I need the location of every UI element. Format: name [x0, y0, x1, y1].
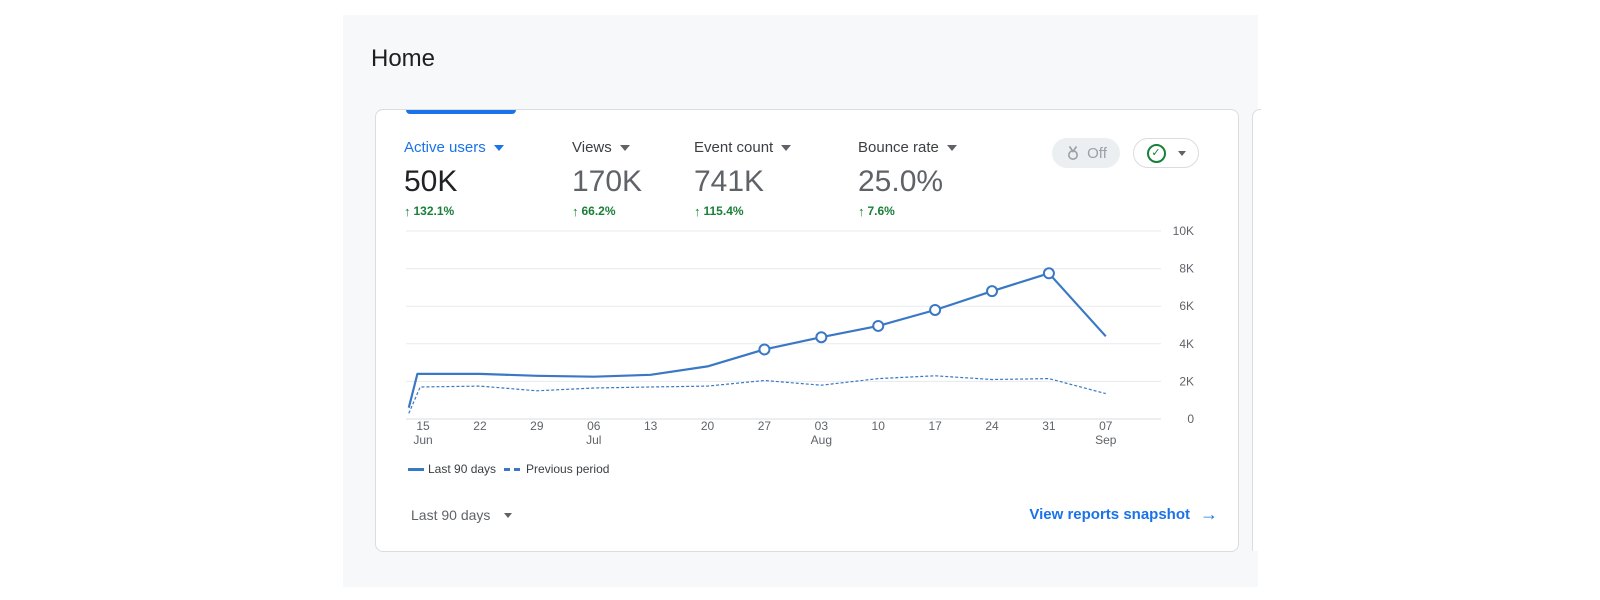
- caret-down-icon: [1177, 150, 1186, 156]
- legend-dashed-swatch: [504, 467, 523, 471]
- next-card-edge: [1252, 109, 1261, 551]
- legend-item-current: Last 90 days: [408, 462, 496, 476]
- y-tick-label: 10K: [1173, 224, 1194, 238]
- metric-value: 741K: [694, 165, 765, 198]
- x-tick-label: 13: [644, 419, 658, 433]
- metric-label[interactable]: Views: [572, 138, 642, 156]
- legend-label-previous: Previous period: [526, 462, 610, 476]
- x-tick-label: 17: [928, 419, 942, 433]
- data-point: [986, 285, 999, 298]
- metric-label[interactable]: Active users: [404, 138, 504, 156]
- view-link-label: View reports snapshot: [1029, 505, 1190, 523]
- data-point: [758, 343, 771, 356]
- data-point: [1042, 267, 1055, 280]
- y-tick-label: 8K: [1179, 262, 1194, 276]
- metric-change-text: 66.2%: [581, 204, 616, 218]
- arrow-up-icon: ↑: [404, 203, 411, 219]
- x-tick-label: 29: [530, 419, 544, 433]
- metric-label-text: Event count: [694, 138, 774, 156]
- arrow-up-icon: ↑: [572, 203, 579, 219]
- metric-event-count[interactable]: Event count 741K ↑ 115.4%: [694, 138, 792, 218]
- x-tick-label: 24: [985, 419, 999, 433]
- caret-down-icon: [946, 145, 957, 151]
- metric-active-users[interactable]: Active users 50K ↑ 132.1%: [404, 138, 504, 218]
- arrow-right-icon: →: [1200, 504, 1218, 524]
- x-tick-sublabel: Jul: [586, 433, 601, 447]
- metric-change-text: 132.1%: [413, 204, 455, 218]
- metric-change: ↑ 132.1%: [404, 204, 504, 218]
- metric-label[interactable]: Event count: [694, 138, 792, 156]
- metric-label[interactable]: Bounce rate: [858, 138, 957, 156]
- metric-value: 170K: [572, 165, 643, 198]
- caret-down-icon: [504, 512, 513, 518]
- legend-item-previous: Previous period: [504, 462, 609, 476]
- metric-label-text: Bounce rate: [858, 138, 939, 156]
- date-range-dropdown[interactable]: Last 90 days: [411, 507, 513, 523]
- x-tick-label: 20: [701, 419, 715, 433]
- x-tick-sublabel: Jun: [413, 433, 432, 447]
- x-tick-label: 15: [416, 419, 430, 433]
- caret-down-icon: [781, 145, 792, 151]
- arrow-up-icon: ↑: [694, 203, 701, 219]
- compare-dropdown[interactable]: ✓: [1133, 138, 1199, 168]
- check-circle-icon: ✓: [1146, 143, 1166, 163]
- x-tick-label: 06: [587, 419, 601, 433]
- x-tick-label: 27: [758, 419, 772, 433]
- x-tick-label: 03: [815, 419, 829, 433]
- y-tick-label: 4K: [1179, 337, 1194, 351]
- x-tick-label: 22: [473, 419, 487, 433]
- chart-legend: Last 90 days Previous period: [408, 462, 609, 476]
- x-tick-label: 07: [1099, 419, 1113, 433]
- metric-bounce-rate[interactable]: Bounce rate 25.0% ↑ 7.6%: [858, 138, 957, 218]
- badge-icon: [1068, 146, 1079, 160]
- x-tick-sublabel: Sep: [1095, 433, 1117, 447]
- series-line-current: [407, 272, 1107, 408]
- page-title: Home: [371, 45, 436, 72]
- app-shell: Home Active users 50K ↑ 132.1% Views 170…: [343, 15, 1261, 587]
- overview-card: Active users 50K ↑ 132.1% Views 170K ↑ 6…: [375, 109, 1239, 552]
- data-point: [872, 319, 885, 332]
- data-point: [815, 331, 828, 344]
- metric-change: ↑ 7.6%: [858, 204, 957, 218]
- metric-change: ↑ 115.4%: [694, 204, 791, 218]
- y-tick-label: 2K: [1179, 374, 1194, 388]
- x-tick-sublabel: Aug: [811, 433, 832, 447]
- y-tick-label: 0: [1187, 412, 1194, 426]
- legend-solid-swatch: [408, 467, 424, 471]
- x-tick-label: 31: [1042, 419, 1056, 433]
- x-tick-label: 10: [872, 419, 886, 433]
- data-point: [929, 303, 942, 316]
- metric-views[interactable]: Views 170K ↑ 66.2%: [572, 138, 643, 219]
- metric-change-text: 7.6%: [867, 204, 895, 218]
- caret-down-icon: [493, 145, 504, 151]
- metric-label-text: Active users: [404, 138, 486, 156]
- date-range-label: Last 90 days: [411, 507, 491, 523]
- caret-down-icon: [619, 145, 630, 151]
- insights-toggle[interactable]: Off: [1052, 138, 1120, 168]
- metric-change-text: 115.4%: [703, 204, 744, 218]
- series-line-previous: [408, 375, 1106, 414]
- arrow-up-icon: ↑: [858, 203, 865, 219]
- legend-label-current: Last 90 days: [428, 462, 497, 476]
- y-tick-label: 6K: [1179, 299, 1194, 313]
- metric-change: ↑ 66.2%: [572, 204, 642, 218]
- active-tab-indicator: [406, 110, 516, 114]
- metric-label-text: Views: [572, 138, 612, 156]
- metric-value: 25.0%: [858, 165, 944, 198]
- toggle-label: Off: [1087, 144, 1107, 162]
- view-reports-snapshot-link[interactable]: View reports snapshot →: [1029, 505, 1218, 523]
- metric-value: 50K: [404, 165, 458, 198]
